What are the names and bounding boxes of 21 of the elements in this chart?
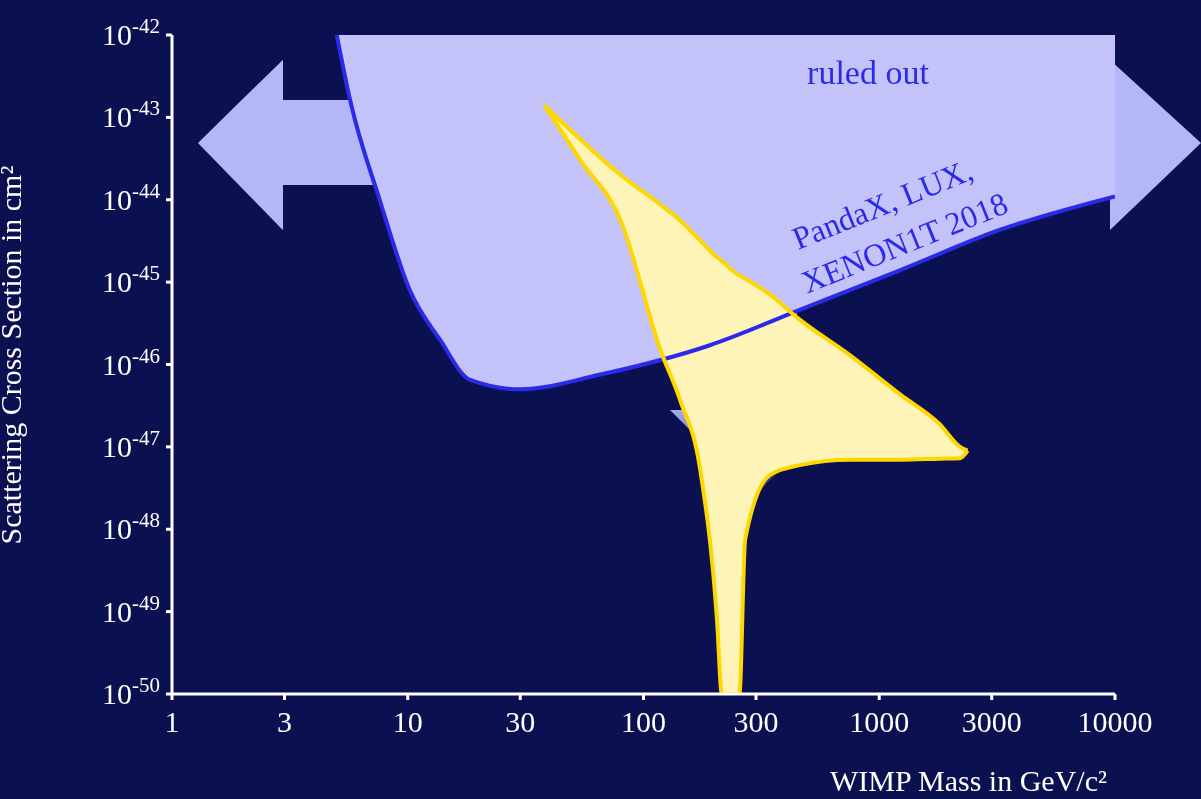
y-tick-label: 10$^{-47}$: [102, 425, 160, 463]
x-tick-label: 3: [276, 705, 292, 738]
x-tick-label: 1000: [849, 705, 910, 738]
y-tick-label: 10$^{-42}$: [102, 14, 160, 51]
x-tick-label: 3000: [961, 705, 1022, 738]
x-tick-label: 10000: [1077, 705, 1153, 738]
y-tick-label: 10$^{-44}$: [102, 178, 161, 216]
x-tick-label: 300: [733, 705, 779, 738]
y-tick-label: 10$^{-46}$: [102, 343, 160, 381]
x-tick-label: 1: [164, 705, 180, 738]
y-axis-title: Scattering Cross Section in cm²: [0, 165, 27, 545]
x-tick-label: 10: [392, 705, 423, 738]
x-tick-label: 100: [621, 705, 666, 738]
x-tick-label: 30: [505, 705, 536, 738]
x-axis-title: WIMP Mass in GeV/c²: [829, 764, 1107, 797]
y-tick-label: 10$^{-45}$: [102, 261, 160, 299]
y-tick-label: 10$^{-50}$: [102, 673, 160, 710]
y-tick-label: 10$^{-43}$: [102, 96, 160, 134]
y-tick-label: 10$^{-49}$: [102, 590, 160, 628]
y-tick-label: 10$^{-48}$: [102, 508, 160, 546]
annotation: ruled out: [807, 54, 930, 91]
